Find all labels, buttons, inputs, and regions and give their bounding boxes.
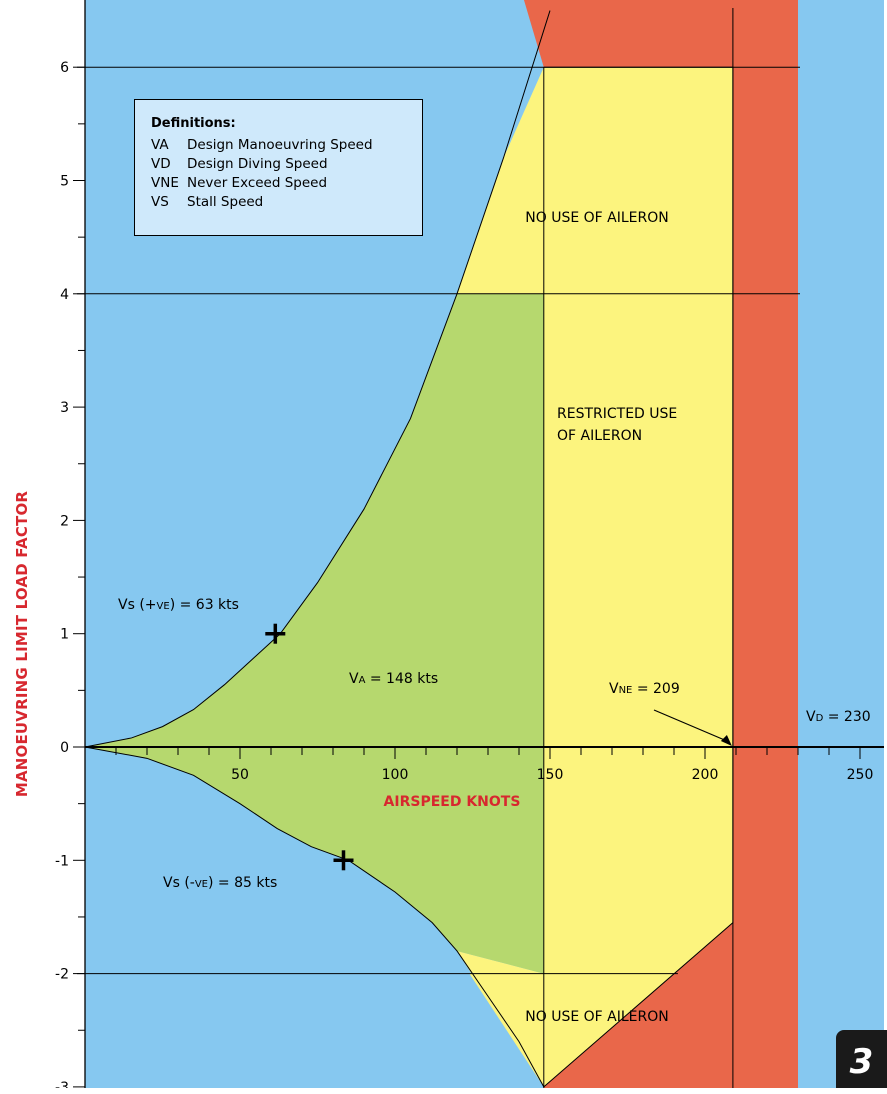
y-tick-label: -2 (55, 967, 69, 983)
y-tick-label: 3 (60, 400, 69, 416)
vd-label: VD = 230 (806, 709, 871, 725)
x-tick-label: 150 (537, 767, 564, 783)
y-tick-label: 0 (60, 740, 69, 756)
definition-abbr: VA (151, 137, 169, 153)
vne-label: VNE = 209 (609, 681, 680, 697)
region-label-restricted: RESTRICTED USE (557, 406, 677, 422)
x-tick-label: 200 (692, 767, 719, 783)
y-tick-label: -3 (55, 1080, 69, 1088)
definition-row: VNE Never Exceed Speed (151, 174, 422, 193)
y-axis-label-wrap: MANOEUVRING LIMIT LOAD FACTOR (0, 0, 40, 1088)
va-label: VA = 148 kts (349, 671, 438, 687)
green-region (85, 293, 544, 974)
definition-text: Stall Speed (187, 194, 264, 210)
y-tick-label: 4 (60, 287, 69, 303)
yellow-region-bottom (469, 973, 544, 1087)
y-axis-label: MANOEUVRING LIMIT LOAD FACTOR (13, 490, 31, 798)
x-axis-label: AIRSPEED KNOTS (384, 794, 521, 810)
definition-abbr: VNE (151, 175, 179, 191)
y-tick-label: 6 (60, 60, 69, 76)
definition-abbr: VS (151, 194, 169, 210)
definition-row: VS Stall Speed (151, 193, 422, 212)
definition-abbr: VD (151, 156, 171, 172)
vs-negative-label: Vs (-VE) = 85 kts (163, 875, 277, 891)
definition-text: Never Exceed Speed (187, 175, 328, 191)
definitions-title: Definitions: (151, 116, 236, 131)
y-tick-label: 5 (60, 174, 69, 190)
region-label-restricted-2: OF AILERON (557, 428, 642, 444)
x-tick-label: 50 (231, 767, 249, 783)
x-tick-label: 100 (382, 767, 409, 783)
definition-text: Design Manoeuvring Speed (187, 137, 373, 153)
vs-positive-label: Vs (+VE) = 63 kts (118, 597, 239, 613)
page-number-badge: 3 (836, 1030, 887, 1088)
y-tick-label: 2 (60, 513, 69, 529)
definition-row: VA Design Manoeuvring Speed (151, 136, 422, 155)
y-tick-label: 1 (60, 627, 69, 643)
vne-arrowhead (720, 735, 732, 746)
definition-row: VD Design Diving Speed (151, 155, 422, 174)
y-tick-label: -1 (55, 853, 69, 869)
red-region (543, 0, 798, 1088)
region-label-no-aileron-bottom: NO USE OF AILERON (525, 1009, 668, 1025)
yellow-region (457, 67, 733, 1087)
definitions-box: Definitions: VA Design Manoeuvring Speed … (134, 99, 423, 236)
definition-text: Design Diving Speed (187, 156, 328, 172)
vne-arrow-line (653, 709, 728, 742)
x-tick-label: 250 (847, 767, 874, 783)
red-region-top (523, 0, 798, 68)
region-label-no-aileron-top: NO USE OF AILERON (525, 210, 668, 226)
